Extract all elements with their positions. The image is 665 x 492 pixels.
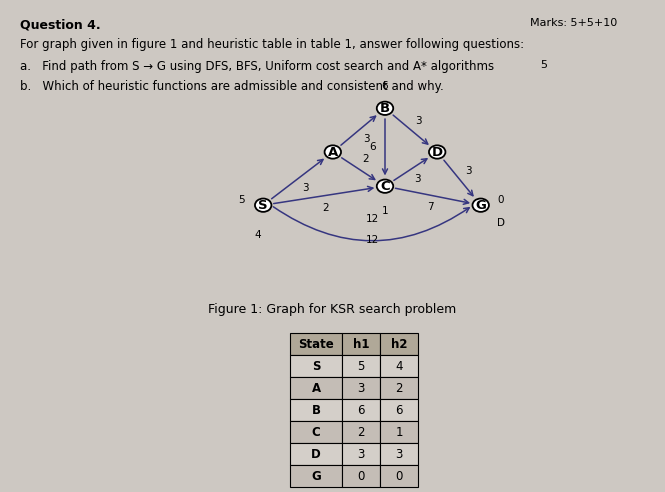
Text: State: State [298,338,334,350]
Bar [380,465,418,487]
Text: 4: 4 [255,230,261,240]
Bar [380,377,418,399]
Bar [380,355,418,377]
Ellipse shape [377,180,393,193]
Text: 1: 1 [382,206,388,216]
Text: 3: 3 [357,448,364,461]
Bar [342,465,380,487]
Bar [342,399,380,421]
Ellipse shape [472,199,489,212]
Bar [290,377,342,399]
Ellipse shape [377,102,393,115]
Text: B: B [311,403,321,417]
Text: B: B [380,102,390,115]
Text: For graph given in figure 1 and heuristic table in table 1, answer following que: For graph given in figure 1 and heuristi… [20,38,524,51]
Text: 3: 3 [357,381,364,395]
Bar [342,355,380,377]
Text: G: G [475,199,486,212]
Text: 1: 1 [395,426,403,438]
Bar [290,399,342,421]
Bar [380,333,418,355]
Text: D: D [497,218,505,228]
Text: G: G [311,469,321,483]
Bar [342,421,380,443]
Text: Figure 1: Graph for KSR search problem: Figure 1: Graph for KSR search problem [208,303,456,316]
Text: 6: 6 [357,403,364,417]
Bar [380,399,418,421]
Bar [290,443,342,465]
Ellipse shape [255,199,271,212]
Text: 6: 6 [382,81,388,92]
Text: Marks: 5+5+10: Marks: 5+5+10 [530,18,617,28]
Bar [342,377,380,399]
Text: S: S [312,360,321,372]
Text: 5: 5 [357,360,364,372]
Text: 0: 0 [497,195,504,205]
Text: 3: 3 [414,174,421,184]
Text: a.   Find path from S → G using DFS, BFS, Uniform cost search and A* algorithms: a. Find path from S → G using DFS, BFS, … [20,60,494,73]
Text: 12: 12 [365,235,378,245]
Text: 7: 7 [427,203,434,213]
Bar [290,333,342,355]
Text: 3: 3 [302,183,309,193]
Text: 0: 0 [357,469,364,483]
Ellipse shape [429,145,446,158]
Text: 5: 5 [238,195,245,205]
Text: 5: 5 [540,60,547,70]
Text: 3: 3 [465,166,471,176]
Text: 12: 12 [365,214,378,224]
Text: 6: 6 [395,403,403,417]
Text: 2: 2 [362,154,369,164]
Text: 4: 4 [395,360,403,372]
Bar [290,421,342,443]
Text: h2: h2 [391,338,407,350]
Text: D: D [432,146,443,158]
Text: 6: 6 [370,142,376,152]
Text: 2: 2 [323,203,329,213]
Text: S: S [259,199,268,212]
Bar [290,355,342,377]
Text: 3: 3 [416,116,422,126]
Text: b.   Which of heuristic functions are admissible and consistent and why.: b. Which of heuristic functions are admi… [20,80,444,93]
Text: h1: h1 [352,338,369,350]
Text: Question 4.: Question 4. [20,18,100,31]
Text: 0: 0 [395,469,403,483]
Bar [380,421,418,443]
Bar [290,465,342,487]
Text: 2: 2 [357,426,364,438]
Ellipse shape [325,145,341,158]
Bar [342,443,380,465]
Text: C: C [380,180,390,193]
Text: 3: 3 [395,448,403,461]
Bar [380,443,418,465]
Text: D: D [311,448,321,461]
Text: 3: 3 [363,134,370,144]
Text: 2: 2 [395,381,403,395]
Text: A: A [311,381,321,395]
Text: A: A [328,146,338,158]
Bar [342,333,380,355]
Text: C: C [312,426,321,438]
